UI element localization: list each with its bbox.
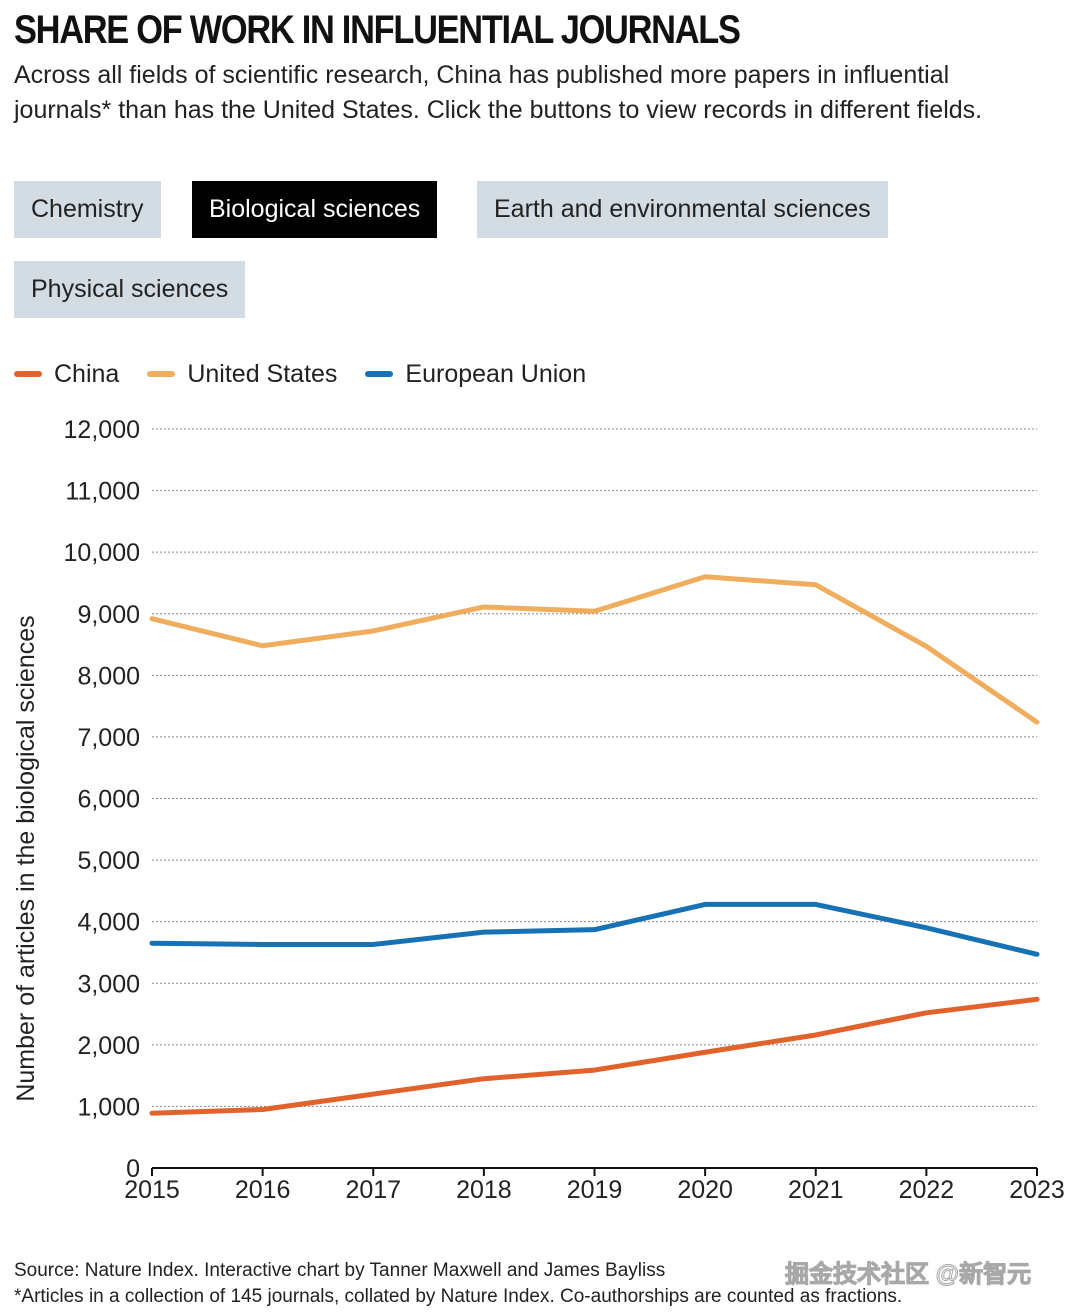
y-tick-label: 11,000 bbox=[65, 478, 140, 506]
series-line-united-states bbox=[149, 574, 1040, 725]
x-tick-label: 2015 bbox=[124, 1176, 180, 1204]
x-tick-label: 2023 bbox=[1009, 1176, 1065, 1204]
chart-legend: China United States European Union bbox=[14, 358, 614, 390]
source-note: Source: Nature Index. Interactive chart … bbox=[14, 1260, 666, 1281]
series-line-european-union bbox=[149, 901, 1040, 957]
x-tick-label: 2019 bbox=[567, 1176, 623, 1204]
biological-sciences-button[interactable]: Biological sciences bbox=[192, 181, 438, 238]
series-line-china bbox=[149, 996, 1040, 1116]
y-tick-label: 2,000 bbox=[77, 1032, 140, 1060]
y-tick-label: 9,000 bbox=[77, 601, 140, 629]
legend-item-china: China bbox=[14, 360, 119, 389]
legend-item-european-union: European Union bbox=[365, 360, 586, 389]
y-tick-label: 4,000 bbox=[77, 909, 140, 937]
y-tick-label: 3,000 bbox=[77, 970, 140, 998]
legend-label-china: China bbox=[54, 359, 120, 388]
chemistry-button[interactable]: Chemistry bbox=[14, 181, 161, 238]
y-tick-label: 6,000 bbox=[77, 786, 140, 814]
y-tick-label: 1,000 bbox=[77, 1093, 140, 1121]
legend-label-european-union: European Union bbox=[405, 359, 587, 388]
y-tick-label: 8,000 bbox=[77, 662, 140, 690]
line-chart: 0 1,000 2,000 3,000 4,000 5,000 6,000 7,000 8,00… bbox=[12, 416, 1065, 1204]
footnote: *Articles in a collection of 145 journal… bbox=[14, 1286, 903, 1307]
x-tick-label: 2018 bbox=[456, 1176, 512, 1204]
x-tick-label: 2020 bbox=[677, 1176, 733, 1204]
legend-swatch-china bbox=[14, 371, 42, 377]
y-tick-label: 0 bbox=[126, 1155, 140, 1183]
legend-swatch-united-states bbox=[147, 371, 176, 377]
x-tick-label: 2016 bbox=[235, 1176, 291, 1204]
y-tick-label: 7,000 bbox=[77, 724, 140, 752]
legend-item-united-states: United States bbox=[147, 360, 337, 389]
legend-label-united-states: United States bbox=[187, 359, 338, 388]
watermark: 掘金技术社区 @新智元 bbox=[784, 1261, 1032, 1289]
physical-sciences-button[interactable]: Physical sciences bbox=[14, 261, 246, 318]
legend-swatch-european-union bbox=[365, 371, 394, 377]
y-tick-label: 12,000 bbox=[64, 416, 140, 444]
y-tick-label: 10,000 bbox=[64, 539, 140, 567]
earth-environmental-sciences-button[interactable]: Earth and environmental sciences bbox=[477, 181, 888, 238]
chart-title: SHARE OF WORK IN INFLUENTIAL JOURNALS bbox=[14, 8, 741, 52]
x-tick-label: 2017 bbox=[345, 1176, 401, 1204]
x-tick-label: 2021 bbox=[788, 1176, 844, 1204]
y-axis-label: Number of articles in the biological sci… bbox=[12, 615, 40, 1101]
x-tick-label: 2022 bbox=[899, 1176, 955, 1204]
y-tick-label: 5,000 bbox=[77, 847, 140, 875]
chart-subtitle: Across all fields of scientific research… bbox=[14, 61, 983, 124]
